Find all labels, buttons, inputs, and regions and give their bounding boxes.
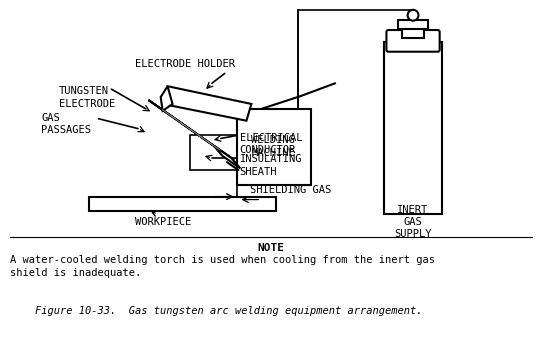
- Text: TUNGSTEN
ELECTRODE: TUNGSTEN ELECTRODE: [59, 86, 116, 108]
- Text: WELDING
MACHINE: WELDING MACHINE: [251, 135, 295, 157]
- Text: NOTE: NOTE: [257, 243, 284, 253]
- Bar: [402, 26, 424, 38]
- Circle shape: [408, 10, 419, 21]
- Text: ELECTRICAL
CONDUCTOR: ELECTRICAL CONDUCTOR: [240, 133, 302, 155]
- Text: A water-cooled welding torch is used when cooling from the inert gas
shield is i: A water-cooled welding torch is used whe…: [10, 255, 435, 278]
- Polygon shape: [214, 146, 240, 168]
- Polygon shape: [148, 100, 234, 160]
- Text: WORKPIECE: WORKPIECE: [135, 217, 191, 227]
- Polygon shape: [161, 86, 173, 111]
- Bar: [236, 109, 311, 185]
- Bar: [89, 197, 276, 211]
- Text: INERT
GAS
SUPPLY: INERT GAS SUPPLY: [394, 204, 432, 239]
- Text: ELECTRODE HOLDER: ELECTRODE HOLDER: [135, 59, 235, 69]
- FancyBboxPatch shape: [387, 30, 439, 52]
- Text: GAS
PASSAGES: GAS PASSAGES: [41, 113, 91, 135]
- Bar: [190, 136, 240, 170]
- Polygon shape: [153, 103, 229, 156]
- Text: INSULATING
SHEATH: INSULATING SHEATH: [240, 154, 302, 176]
- Text: SHIELDING GAS: SHIELDING GAS: [250, 185, 332, 194]
- Bar: [384, 42, 442, 214]
- Polygon shape: [163, 86, 251, 121]
- Bar: [398, 20, 428, 29]
- Text: Figure 10-33.  Gas tungsten arc welding equipment arrangement.: Figure 10-33. Gas tungsten arc welding e…: [35, 306, 422, 316]
